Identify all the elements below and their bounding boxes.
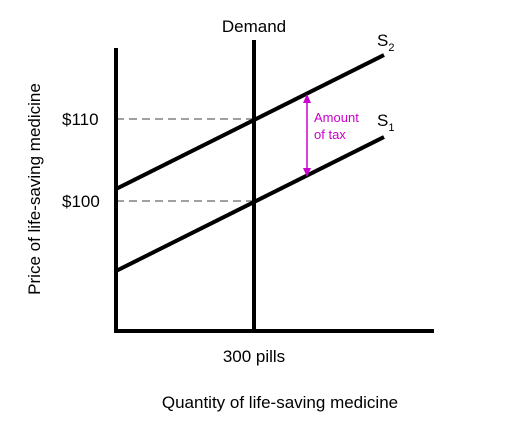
supply-curve-s1 [115, 135, 385, 273]
price-110-label: $110 [62, 110, 99, 129]
supply-s1-subscript: 1 [388, 122, 394, 134]
tax-label-line1: Amount [314, 110, 359, 125]
x-axis-title: Quantity of life-saving medicine [162, 393, 398, 412]
supply-s1-label: S1 [377, 111, 394, 134]
price-100-label: $100 [62, 192, 100, 211]
tax-arrow-head-up [303, 94, 311, 103]
supply-s2-subscript: 2 [388, 42, 394, 54]
tax-arrow-head-down [303, 168, 311, 177]
demand-label: Demand [222, 17, 286, 36]
supply-s2-label: S2 [377, 31, 394, 54]
y-axis-title: Price of life-saving medicine [25, 83, 44, 295]
supply-curve-s2 [115, 53, 385, 191]
quantity-label: 300 pills [223, 347, 285, 366]
tax-label-line2: of tax [314, 127, 346, 142]
